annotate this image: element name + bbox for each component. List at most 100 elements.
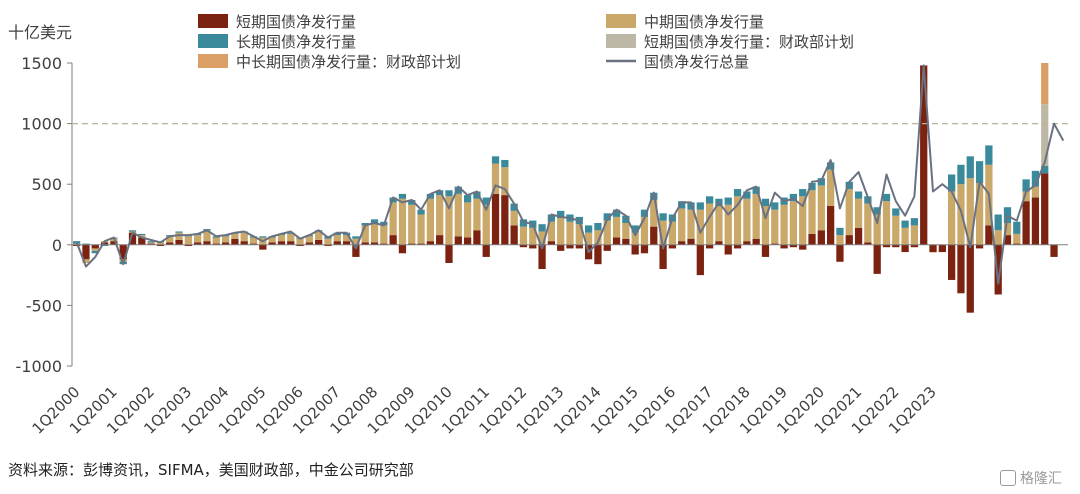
y-tick-label: 1500 xyxy=(21,54,62,73)
bar-notes xyxy=(491,163,500,194)
bar-bills xyxy=(854,227,863,245)
bar-bills xyxy=(901,244,909,253)
bar-notes xyxy=(287,233,295,242)
bar-bonds xyxy=(91,250,99,254)
bar-bonds xyxy=(147,241,155,243)
bar-bills xyxy=(287,241,295,245)
bar-bonds xyxy=(100,244,109,247)
bar-bills xyxy=(463,237,472,245)
y-axis: -1000 -500 0 500 1000 1500 xyxy=(16,54,73,376)
y-tick-label: 1000 xyxy=(21,115,62,134)
bar-bills xyxy=(268,242,276,245)
bar-bonds xyxy=(584,225,593,233)
bar-bills xyxy=(892,244,900,248)
bar-bonds xyxy=(352,236,360,239)
bar-bills xyxy=(82,244,90,260)
bar-bonds xyxy=(463,195,472,203)
bar-notes xyxy=(827,169,835,207)
bar-notes xyxy=(761,206,770,245)
bar-bonds xyxy=(436,190,444,196)
bar-notes xyxy=(408,204,416,244)
bar-notes xyxy=(789,201,798,245)
bar-bills xyxy=(631,244,639,255)
bar-notes xyxy=(119,259,127,262)
bar-notes xyxy=(640,216,649,245)
bar-notes xyxy=(361,225,369,243)
bar-notes xyxy=(398,198,407,245)
bar-notes xyxy=(1031,186,1040,198)
bar-bills xyxy=(482,244,490,257)
legend-swatch xyxy=(606,14,636,28)
bar-notes xyxy=(166,236,174,243)
bar-bonds xyxy=(454,186,462,194)
bar-notes xyxy=(612,216,621,238)
bar-bonds xyxy=(808,182,816,191)
source-note: 资料来源：彭博资讯，SIFMA，美国财政部，中金公司研究部 xyxy=(8,461,414,479)
bar-bills xyxy=(575,244,583,249)
bar-bills xyxy=(1041,173,1049,245)
bar-bonds xyxy=(138,233,146,236)
y-tick-label: -1000 xyxy=(16,357,63,376)
bar-bills xyxy=(622,238,630,245)
bar-notes xyxy=(194,235,202,243)
bar-bills xyxy=(519,244,528,248)
bar-notes xyxy=(808,190,816,234)
bar-plan-bills xyxy=(1041,104,1049,167)
bar-notes xyxy=(817,185,825,231)
bar-bonds xyxy=(771,202,779,210)
bar-bonds xyxy=(612,209,621,217)
bar-bills xyxy=(240,241,248,245)
y-tick-label: -500 xyxy=(26,296,62,315)
bar-bills xyxy=(361,242,369,245)
bar-notes xyxy=(342,235,351,242)
bar-bills xyxy=(249,243,258,245)
bar-bills xyxy=(566,244,574,249)
bar-bills xyxy=(1050,244,1058,257)
total-line xyxy=(75,64,1065,285)
bar-notes xyxy=(352,238,360,245)
bar-bonds xyxy=(622,215,630,223)
legend-swatch xyxy=(606,34,636,48)
bar-notes xyxy=(203,230,211,242)
bar-bills xyxy=(501,195,509,245)
bar-bonds xyxy=(696,202,704,210)
bar-notes xyxy=(315,231,323,240)
bar-notes xyxy=(799,196,807,245)
bar-bonds xyxy=(640,209,649,217)
bar-bonds xyxy=(854,191,863,199)
bar-bills xyxy=(817,230,825,245)
bar-notes xyxy=(175,232,183,240)
bar-bills xyxy=(175,239,183,245)
bar-bills xyxy=(994,244,1002,295)
bar-notes xyxy=(82,259,90,263)
legend-label: 短期国债净发行量：财政部计划 xyxy=(644,33,854,51)
bar-notes xyxy=(743,198,751,242)
bar-bonds xyxy=(733,189,742,197)
bar-notes xyxy=(901,227,909,245)
bar-notes xyxy=(538,231,546,245)
bar-notes xyxy=(305,236,313,243)
bar-bills xyxy=(845,235,853,245)
bar-bills xyxy=(938,244,946,253)
bar-notes xyxy=(1022,191,1030,202)
bar-notes xyxy=(687,209,695,239)
bar-notes xyxy=(91,248,99,251)
bar-bills xyxy=(128,232,137,245)
bar-bills xyxy=(603,244,611,251)
bar-bills xyxy=(194,242,202,245)
legend-label: 国债净发行总量 xyxy=(644,53,749,71)
bar-bills xyxy=(166,242,174,245)
bar-bonds xyxy=(1022,179,1030,192)
bar-bills xyxy=(920,65,928,245)
bar-bills xyxy=(436,235,444,245)
bar-bonds xyxy=(287,232,295,234)
bar-bills xyxy=(491,193,500,245)
bars xyxy=(73,63,1058,313)
bar-notes xyxy=(631,232,639,245)
bar-bonds xyxy=(910,218,919,226)
bar-notes xyxy=(994,230,1002,245)
bar-bonds xyxy=(538,224,546,232)
bar-bills xyxy=(612,237,621,245)
